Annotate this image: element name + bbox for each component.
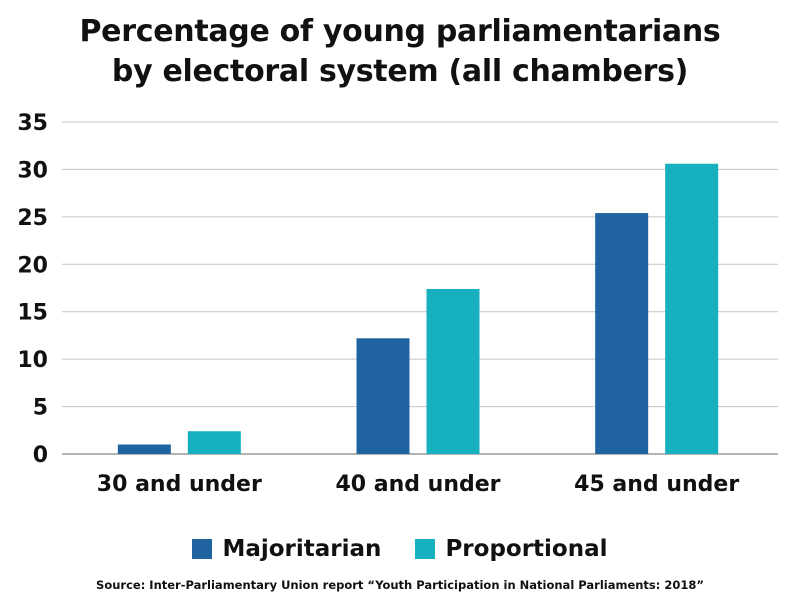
y-tick-label: 5 <box>33 396 48 421</box>
bar-chart: 0 5 10 15 20 25 30 35 30 and under 40 and under 4… <box>17 111 778 497</box>
chart-title-line-1: Percentage of young parliamentarians <box>79 14 721 49</box>
bar-majoritarian <box>595 213 649 454</box>
bar-proportional <box>426 288 480 454</box>
y-tick-label: 10 <box>17 348 48 373</box>
x-category-label: 40 and under <box>335 472 500 497</box>
legend-swatch-proportional <box>415 539 436 559</box>
y-tick-label: 15 <box>17 301 48 326</box>
bar-proportional <box>187 431 241 454</box>
legend-item-proportional: Proportional <box>415 536 608 562</box>
bars <box>117 163 719 455</box>
bar-majoritarian <box>356 338 410 454</box>
y-tick-label: 25 <box>17 206 48 231</box>
legend-label-proportional: Proportional <box>445 536 608 562</box>
x-category-label: 30 and under <box>97 472 262 497</box>
legend: Majoritarian Proportional <box>0 536 800 562</box>
y-tick-label: 0 <box>33 443 48 468</box>
chart-title: Percentage of young parliamentarians by … <box>0 12 800 92</box>
legend-swatch-majoritarian <box>192 539 213 559</box>
legend-label-majoritarian: Majoritarian <box>222 536 382 562</box>
y-axis-ticks: 0 5 10 15 20 25 30 35 <box>17 111 48 468</box>
legend-item-majoritarian: Majoritarian <box>192 536 381 562</box>
chart-title-line-2: by electoral system (all chambers) <box>111 54 689 89</box>
source-note: Source: Inter-Parliamentary Union report… <box>96 578 704 592</box>
y-tick-label: 20 <box>17 253 48 278</box>
x-category-label: 45 and under <box>574 472 739 497</box>
bar-majoritarian <box>117 444 171 454</box>
gridlines <box>62 121 778 455</box>
y-tick-label: 30 <box>17 158 48 183</box>
bar-proportional <box>665 163 719 455</box>
x-axis-categories: 30 and under 40 and under 45 and under <box>97 472 740 497</box>
y-tick-label: 35 <box>17 111 48 136</box>
